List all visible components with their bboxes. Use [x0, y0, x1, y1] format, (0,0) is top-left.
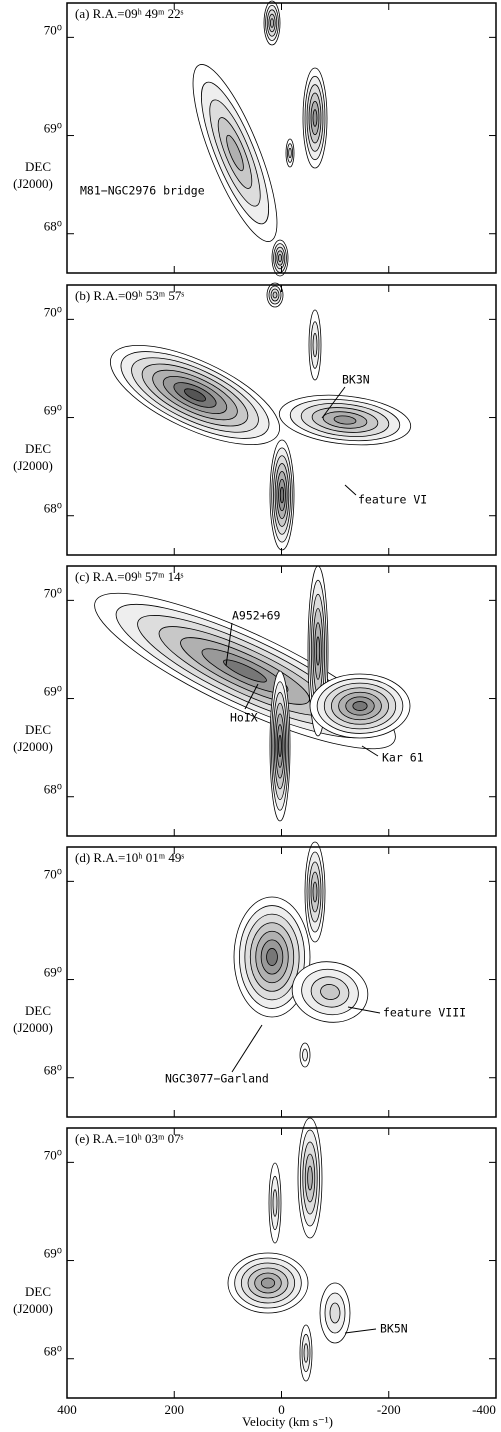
y-tick-label: 70⁰: [44, 304, 62, 319]
leader-line: [347, 1006, 381, 1014]
contour: [352, 701, 368, 711]
annotation: HoIX: [230, 711, 258, 725]
contour: [266, 948, 278, 966]
x-tick-label: 200: [165, 1402, 185, 1417]
x-tick-label: -200: [377, 1402, 401, 1417]
contour: [288, 147, 292, 159]
contour: [260, 1277, 276, 1289]
contour: [226, 134, 244, 172]
contour: [315, 636, 321, 666]
panel: (e) R.A.=10ʰ 03ᵐ 07ˢ 68⁰ 69⁰ 70⁰ DEC (J2000) B…: [13, 1117, 497, 1399]
y-axis-label: (J2000): [13, 458, 53, 473]
contour: [269, 18, 274, 28]
leader-line: [344, 1328, 377, 1334]
y-tick-label: 69⁰: [44, 965, 62, 980]
contour: [312, 109, 318, 127]
panel-label: (b) R.A.=09ʰ 53ᵐ 57ˢ: [75, 288, 184, 303]
contour: [223, 659, 267, 683]
contour: [312, 332, 318, 358]
leader-line: [321, 386, 346, 419]
contour: [312, 881, 318, 903]
contour: [329, 1302, 341, 1324]
x-axis-label: Velocity (km s⁻¹): [242, 1414, 333, 1429]
y-tick-label: 69⁰: [44, 121, 62, 136]
contour: [278, 734, 282, 758]
annotation: feature VIII: [383, 1006, 466, 1020]
panel-label: (e) R.A.=10ʰ 03ᵐ 07ˢ: [75, 1131, 184, 1146]
annotation: BK3N: [342, 373, 370, 387]
leader-line: [344, 484, 357, 496]
y-tick-label: 68⁰: [44, 1344, 62, 1359]
annotation: M81−NGC2976 bridge: [80, 184, 205, 198]
y-tick-label: 68⁰: [44, 219, 62, 234]
annotation: BK5N: [380, 1322, 408, 1336]
panel: (b) R.A.=09ʰ 53ᵐ 57ˢ 68⁰ 69⁰ 70⁰ DEC (J2000) B…: [13, 282, 497, 556]
contour: [279, 486, 285, 504]
leader-line: [231, 1024, 263, 1073]
x-tick-label: 400: [57, 1402, 77, 1417]
y-tick-label: 69⁰: [44, 1246, 62, 1261]
y-tick-label: 68⁰: [44, 782, 62, 797]
y-tick-label: 68⁰: [44, 1063, 62, 1078]
annotation: A952+69: [232, 609, 281, 623]
y-axis-label: (J2000): [13, 1020, 53, 1035]
leader-line: [225, 622, 233, 667]
annotation: NGC3077−Garland: [165, 1072, 269, 1086]
contour: [307, 1165, 313, 1191]
y-axis-label: (J2000): [13, 1301, 53, 1316]
panel: (a) R.A.=09ʰ 49ᵐ 22ˢ 68⁰ 69⁰ 70⁰ DEC (J2000) M…: [13, 0, 497, 277]
panel-frame: [66, 2, 497, 274]
leader-line: [361, 745, 379, 757]
contour: [272, 291, 278, 299]
y-axis-label: DEC: [25, 159, 51, 174]
y-axis-label: (J2000): [13, 739, 53, 754]
annotation: Kar 61: [382, 751, 424, 765]
contour: [277, 253, 282, 262]
annotation: feature VI: [358, 493, 427, 507]
contour: [303, 1343, 309, 1363]
contour: [333, 415, 357, 425]
y-axis-label: DEC: [25, 722, 51, 737]
contour: [302, 1048, 308, 1062]
panel-label: (a) R.A.=09ʰ 49ᵐ 22ˢ: [75, 6, 184, 21]
panel: (c) R.A.=09ʰ 57ᵐ 14ˢ 68⁰ 69⁰ 70⁰ DEC (J2000) A…: [13, 565, 497, 837]
contour: [272, 1189, 278, 1217]
x-tick-label: -400: [472, 1402, 496, 1417]
y-axis-label: DEC: [25, 1003, 51, 1018]
y-axis-label: (J2000): [13, 176, 53, 191]
y-tick-label: 70⁰: [44, 866, 62, 881]
panel-label: (d) R.A.=10ʰ 01ᵐ 49ˢ: [75, 850, 184, 865]
y-tick-label: 70⁰: [44, 22, 62, 37]
y-tick-label: 70⁰: [44, 585, 62, 600]
y-tick-label: 68⁰: [44, 501, 62, 516]
y-axis-label: DEC: [25, 1284, 51, 1299]
y-tick-label: 69⁰: [44, 684, 62, 699]
leader-line: [244, 683, 259, 710]
y-tick-label: 69⁰: [44, 403, 62, 418]
y-axis-label: DEC: [25, 441, 51, 456]
contour: [320, 984, 340, 1000]
y-tick-label: 70⁰: [44, 1147, 62, 1162]
contour: [184, 388, 206, 402]
panel-label: (c) R.A.=09ʰ 57ᵐ 14ˢ: [75, 569, 184, 584]
x-tick-label: 0: [278, 1402, 285, 1417]
panel: (d) R.A.=10ʰ 01ᵐ 49ˢ 68⁰ 69⁰ 70⁰ DEC (J2000) N…: [13, 841, 497, 1118]
